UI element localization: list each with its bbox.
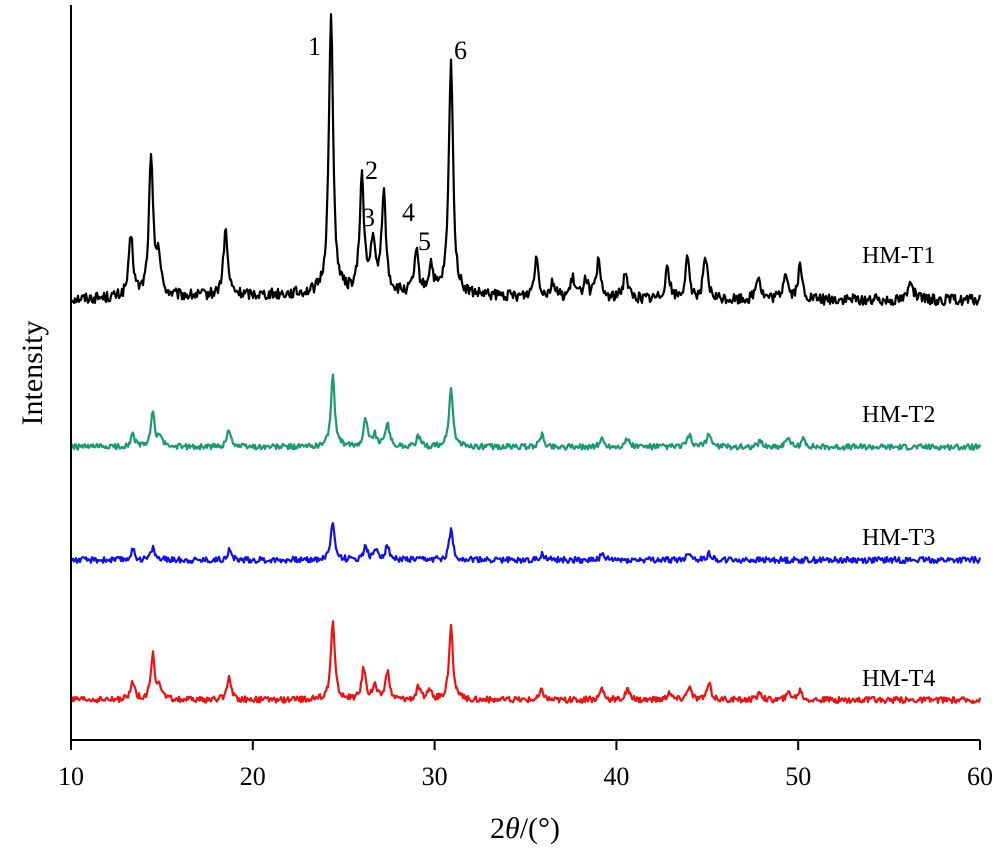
peak-label-4: 4 <box>402 198 415 227</box>
series-label-hm-t2: HM-T2 <box>862 402 935 428</box>
series-line-hm-t1 <box>70 13 982 307</box>
peak-label-5: 5 <box>418 227 431 256</box>
series-label-hm-t1: HM-T1 <box>862 243 935 269</box>
x-axis-title-prefix: 2 <box>490 812 505 845</box>
series-label-hm-t4: HM-T4 <box>862 666 935 692</box>
x-tick-label: 50 <box>785 762 811 791</box>
peak-label-6: 6 <box>454 36 467 65</box>
series-labels: HM-T1 HM-T2 HM-T3 HM-T4 <box>862 243 935 692</box>
x-tick-label: 60 <box>967 762 993 791</box>
peak-labels: 1 2 3 4 5 6 <box>308 32 467 256</box>
x-axis-title-theta: θ <box>505 812 520 845</box>
series-label-hm-t3: HM-T3 <box>862 525 935 551</box>
series-line-hm-t2 <box>69 373 982 451</box>
y-axis-title: Intensity <box>16 321 49 426</box>
series-lines <box>69 13 982 705</box>
peak-label-1: 1 <box>308 32 321 61</box>
series-line-hm-t4 <box>70 620 982 705</box>
x-axis-title: 2θ/(°) <box>490 812 560 845</box>
x-tick-label: 30 <box>422 762 448 791</box>
peak-label-2: 2 <box>365 156 378 185</box>
peak-label-3: 3 <box>362 203 375 232</box>
x-ticks: 10 20 30 40 50 60 <box>58 740 993 791</box>
x-axis-title-suffix: /(°) <box>520 812 560 845</box>
x-tick-label: 10 <box>58 762 84 791</box>
x-tick-label: 20 <box>240 762 266 791</box>
series-line-hm-t3 <box>70 522 982 565</box>
x-tick-label: 40 <box>603 762 629 791</box>
